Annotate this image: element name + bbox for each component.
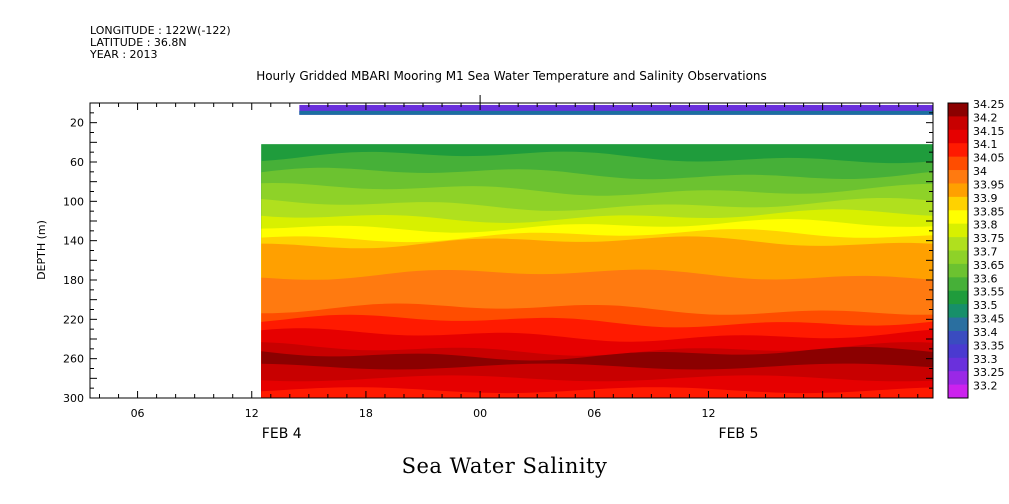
x-tick-label: 12 xyxy=(701,407,715,420)
year-text: YEAR : 2013 xyxy=(90,48,158,61)
colorbar-swatch xyxy=(948,371,968,386)
colorbar-frame xyxy=(947,102,969,399)
colorbar-swatch xyxy=(948,263,968,278)
colorbar-swatch xyxy=(948,330,968,345)
x-day-label: FEB 5 xyxy=(719,426,759,442)
x-tick-label: 12 xyxy=(245,407,259,420)
colorbar-label: 33.2 xyxy=(973,380,998,393)
colorbar-swatch xyxy=(948,129,968,144)
colorbar-swatch xyxy=(948,317,968,332)
x-tick-label: 06 xyxy=(131,407,145,420)
colorbar-swatch xyxy=(948,143,968,158)
colorbar-swatch xyxy=(948,183,968,198)
colorbar-label: 34.1 xyxy=(973,138,998,151)
colorbar-label: 33.85 xyxy=(973,205,1005,218)
y-tick-label: 260 xyxy=(63,353,84,366)
colorbar-label: 33.8 xyxy=(973,219,998,232)
colorbar-swatch xyxy=(948,223,968,238)
surface-layer xyxy=(299,104,933,115)
colorbar-swatch xyxy=(948,156,968,171)
colorbar-swatch xyxy=(948,170,968,184)
colorbar-label: 33.6 xyxy=(973,272,998,285)
colorbar-label: 33.75 xyxy=(973,232,1005,245)
data-bands xyxy=(261,144,933,398)
y-tick-label: 220 xyxy=(63,313,84,326)
y-tick-label: 60 xyxy=(70,156,84,169)
y-tick-label: 140 xyxy=(63,235,84,248)
colorbar-label: 33.7 xyxy=(973,246,998,259)
colorbar-label: 33.4 xyxy=(973,326,998,339)
y-tick-label: 180 xyxy=(63,274,84,287)
colorbar-swatch xyxy=(948,196,968,211)
y-axis: 20 60 100 140 180 220 260 300 xyxy=(63,102,933,405)
x-tick-label: 00 xyxy=(473,407,487,420)
colorbar-label: 33.65 xyxy=(973,259,1005,272)
colorbar-label: 34.2 xyxy=(973,111,998,124)
y-tick-label: 300 xyxy=(63,392,84,405)
colorbar-swatch xyxy=(948,116,968,131)
variable-title: Sea Water Salinity xyxy=(401,454,608,478)
x-tick-label: 06 xyxy=(587,407,601,420)
colorbar-label: 34.15 xyxy=(973,125,1005,138)
colorbar-legend: 34.2534.234.1534.134.053433.9533.933.853… xyxy=(947,98,1005,399)
colorbar-swatch xyxy=(948,290,968,305)
colorbar-swatch xyxy=(948,304,968,319)
colorbar-label: 34.05 xyxy=(973,152,1005,165)
colorbar-label: 33.55 xyxy=(973,286,1005,299)
colorbar-label: 34.25 xyxy=(973,98,1005,111)
colorbar-label: 33.25 xyxy=(973,366,1005,379)
colorbar-swatch xyxy=(948,357,968,372)
colorbar-label: 33.3 xyxy=(973,353,998,366)
colorbar-swatch xyxy=(948,384,968,399)
colorbar-swatch xyxy=(948,103,968,117)
colorbar-label: 33.45 xyxy=(973,313,1005,326)
colorbar-swatch xyxy=(948,250,968,265)
colorbar-label: 33.95 xyxy=(973,178,1005,191)
latitude-text: LATITUDE : 36.8N xyxy=(90,36,187,49)
colorbar-label: 33.9 xyxy=(973,192,998,205)
y-tick-label: 100 xyxy=(63,195,84,208)
colorbar-swatch xyxy=(948,210,968,225)
colorbar-label: 33.35 xyxy=(973,339,1005,352)
metadata-block: LONGITUDE : 122W(-122) LATITUDE : 36.8N … xyxy=(90,25,231,61)
colorbar-label: 34 xyxy=(973,165,987,178)
x-tick-label: 18 xyxy=(359,407,373,420)
x-day-label: FEB 4 xyxy=(262,426,302,442)
chart-title: Hourly Gridded MBARI Mooring M1 Sea Wate… xyxy=(256,69,767,83)
colorbar-swatch xyxy=(948,277,968,292)
y-tick-label: 20 xyxy=(70,117,84,130)
surface-bar-edge xyxy=(299,110,933,115)
surface-bar xyxy=(299,104,933,115)
y-axis-label: DEPTH (m) xyxy=(35,220,48,280)
longitude-text: LONGITUDE : 122W(-122) xyxy=(90,24,231,37)
colorbar-swatch xyxy=(948,344,968,359)
colorbar-swatch xyxy=(948,237,968,251)
colorbar-label: 33.5 xyxy=(973,299,998,312)
